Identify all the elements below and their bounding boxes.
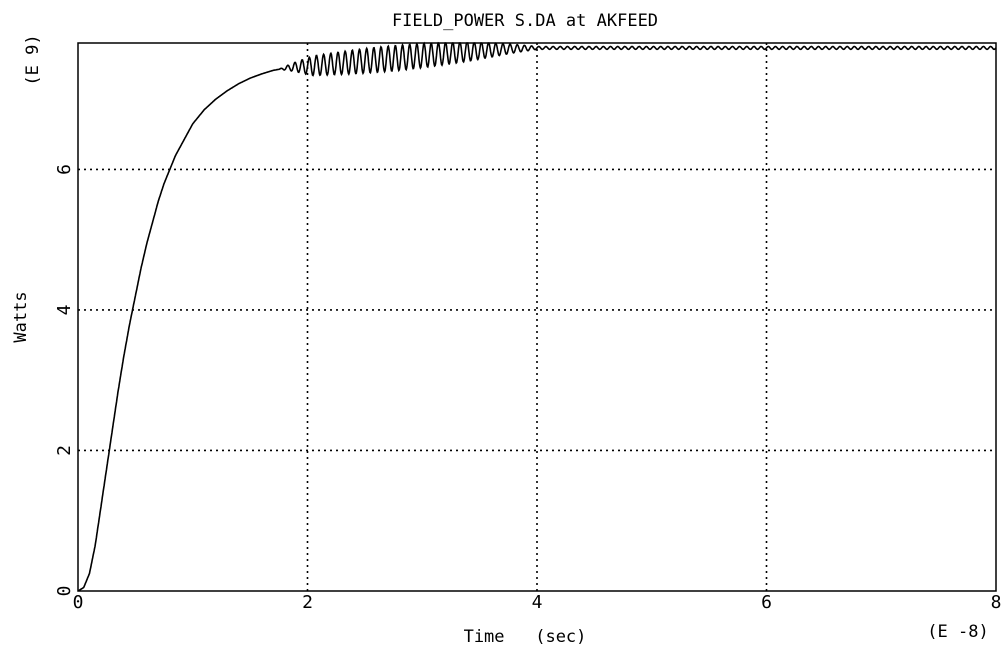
x-tick-label: 6 bbox=[761, 592, 772, 613]
y-scale-label: (E 9) bbox=[23, 34, 43, 85]
x-tick-label: 8 bbox=[991, 592, 1002, 613]
y-tick-label: 4 bbox=[54, 305, 75, 316]
grid-lines bbox=[78, 43, 996, 591]
x-axis-label: Time (sec) bbox=[464, 627, 587, 647]
y-tick-label: 6 bbox=[54, 164, 75, 175]
y-tick-label: 2 bbox=[54, 445, 75, 456]
series-line bbox=[77, 41, 997, 592]
plot-frame bbox=[77, 42, 997, 592]
x-tick-label: 4 bbox=[532, 592, 543, 613]
y-tick-labels: 0 2 4 6 bbox=[54, 164, 75, 596]
y-tick-label: 0 bbox=[54, 586, 75, 597]
chart-title: FIELD_POWER S.DA at AKFEED bbox=[392, 11, 658, 31]
x-scale-label: (E -8) bbox=[927, 622, 988, 642]
x-tick-label: 0 bbox=[73, 592, 84, 613]
series-group bbox=[77, 41, 997, 592]
x-tick-labels: 0 2 4 6 8 bbox=[73, 592, 1002, 613]
x-tick-label: 2 bbox=[302, 592, 313, 613]
y-axis-label: Watts bbox=[11, 291, 31, 342]
